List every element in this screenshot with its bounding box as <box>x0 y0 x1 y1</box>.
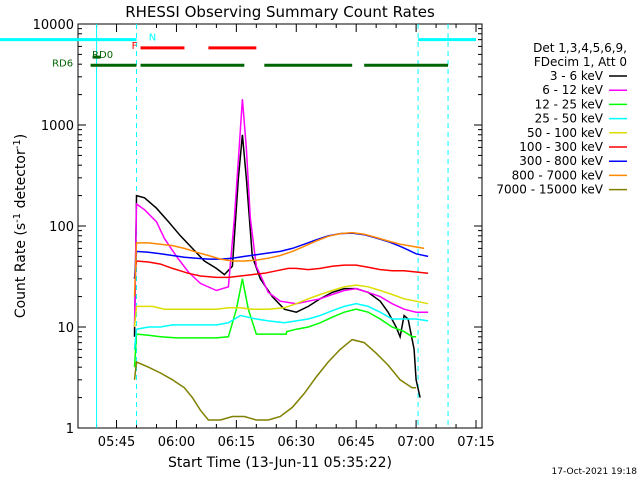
legend-item-label: 800 - 7000 keV <box>512 168 604 182</box>
y-axis-label-sup2: -1 <box>12 139 23 149</box>
series-line <box>133 99 429 328</box>
legend-item-label: 3 - 6 keV <box>550 69 604 83</box>
y-axis-label-close: ) <box>13 134 29 139</box>
y-axis-label: Count Rate (s-1 detector-1) <box>12 134 29 318</box>
footer-date: 17-Oct-2021 19:18 <box>552 467 638 477</box>
legend-item-label: 7000 - 15000 keV <box>496 183 603 197</box>
x-tick-label: 06:00 <box>158 435 195 450</box>
status-bar-label: RD0 <box>92 50 113 61</box>
series-line <box>133 231 425 297</box>
y-axis-label-main: Count Rate (s <box>13 223 29 318</box>
legend-item-label: 100 - 300 keV <box>519 140 603 154</box>
axis-ticks <box>78 24 482 429</box>
series-line <box>133 134 421 398</box>
legend-item-label: 12 - 25 keV <box>535 97 604 111</box>
status-bar-label: RD6 <box>52 58 73 69</box>
x-axis-label: Start Time (13-Jun-11 05:35:22) <box>168 455 392 471</box>
legend-item-label: 25 - 50 keV <box>535 112 604 126</box>
legend: Det 1,3,4,5,6,9, FDecim 1, Att 0 3 - 6 k… <box>496 41 627 197</box>
y-tick-label: 1000 <box>41 119 74 134</box>
y-axis-label-tail: detector <box>13 149 29 213</box>
x-tick-label: 06:30 <box>278 435 315 450</box>
x-tick-label: 07:15 <box>457 435 494 450</box>
series-line <box>133 260 429 279</box>
series-line <box>133 284 429 328</box>
legend-item-label: 50 - 100 keV <box>527 126 604 140</box>
x-tick-label: 07:00 <box>397 435 434 450</box>
y-tick-label: 10000 <box>33 18 74 33</box>
y-axis-label-sup1: -1 <box>12 213 23 223</box>
x-tick-label: 06:45 <box>337 435 374 450</box>
x-tick-label: 06:15 <box>218 435 255 450</box>
y-tick-labels: 1 10 100 1000 10000 <box>33 18 74 437</box>
status-bar-label: F <box>132 41 138 52</box>
series-line <box>133 278 417 368</box>
y-tick-label: 10 <box>57 321 74 336</box>
legend-item-label: 300 - 800 keV <box>519 154 603 168</box>
status-bar-label: N <box>149 33 156 44</box>
series-line <box>133 302 429 350</box>
legend-item-label: 6 - 12 keV <box>542 83 604 97</box>
series-line <box>133 338 417 421</box>
y-tick-label: 1 <box>66 422 74 437</box>
legend-header-2: FDecim 1, Att 0 <box>534 55 627 69</box>
x-tick-label: 05:45 <box>98 435 135 450</box>
status-bars: NF RD0 RD6 <box>0 33 477 69</box>
legend-header-1: Det 1,3,4,5,6,9, <box>533 41 627 55</box>
chart-title: RHESSI Observing Summary Count Rates <box>125 3 435 21</box>
series-lines <box>133 99 429 421</box>
x-tick-labels: 05:45 06:00 06:15 06:30 06:45 07:00 07:15 <box>98 435 495 450</box>
y-tick-label: 100 <box>49 220 74 235</box>
